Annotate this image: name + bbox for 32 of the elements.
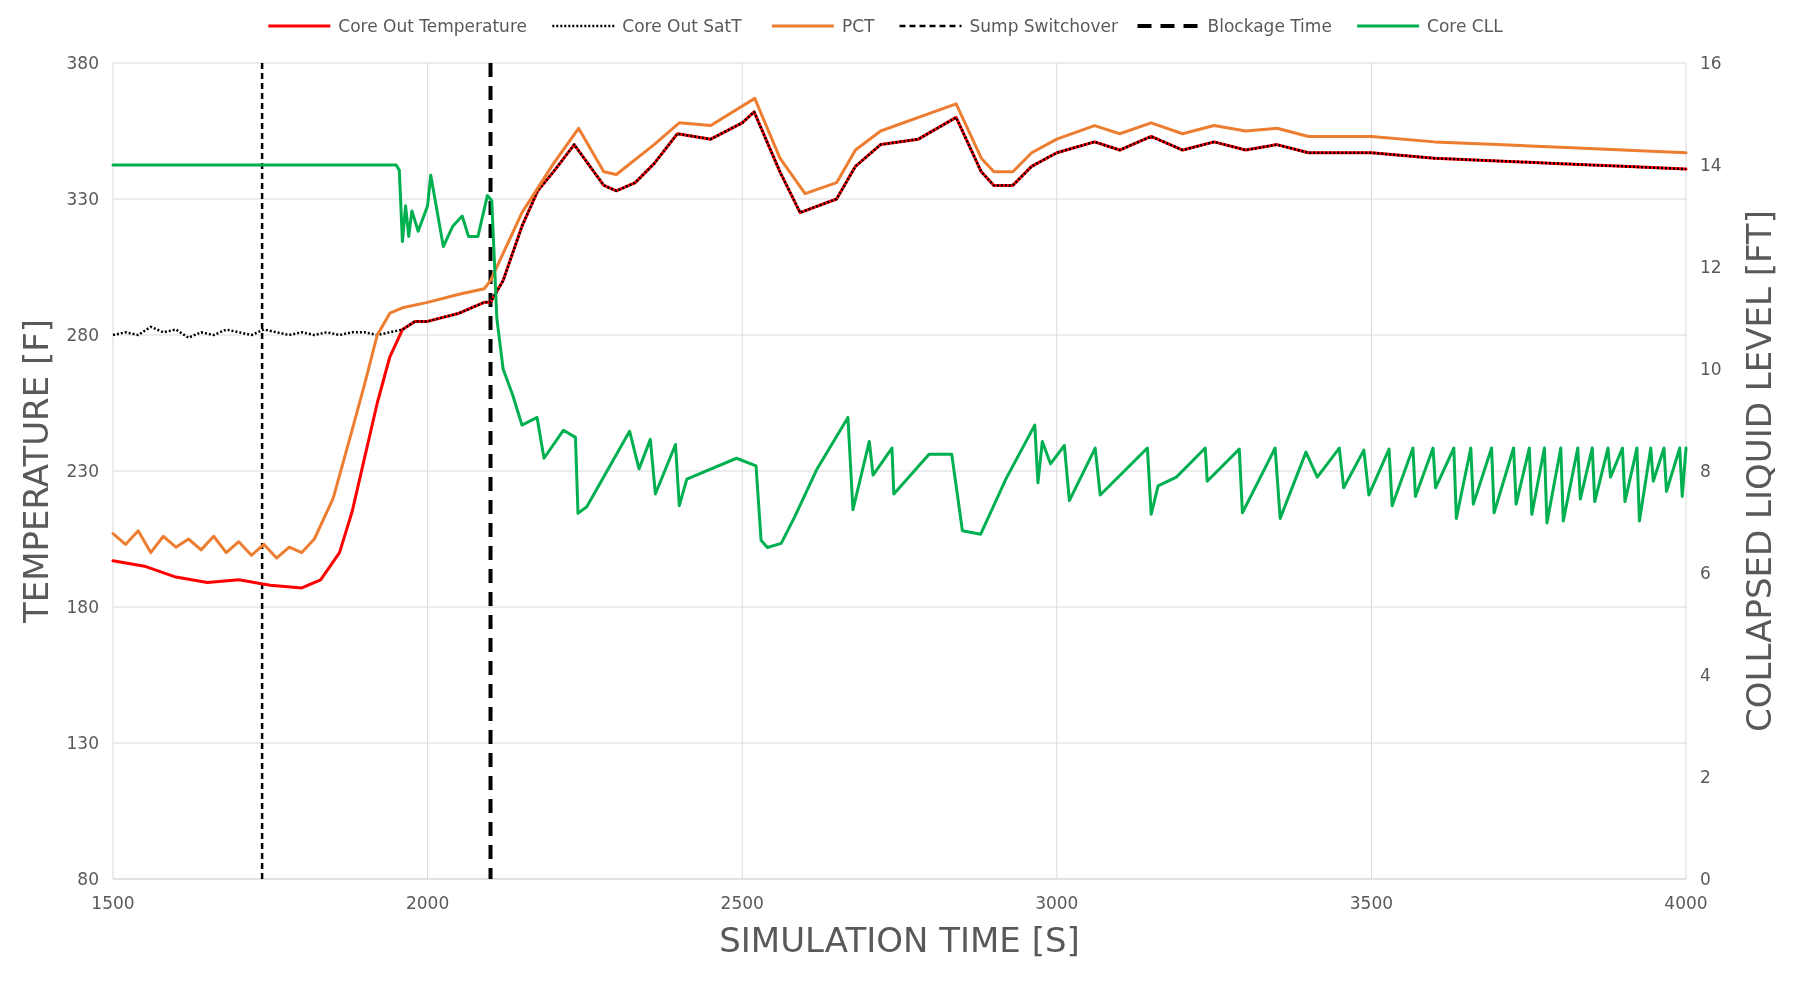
y-tick-label: 80 <box>77 869 99 889</box>
y2-tick-label: 4 <box>1700 665 1711 685</box>
x-tick-label: 4000 <box>1664 893 1708 913</box>
y2-tick-label: 12 <box>1700 257 1722 277</box>
y2-tick-label: 0 <box>1700 869 1711 889</box>
y-tick-label: 130 <box>66 733 99 753</box>
y-tick-label: 230 <box>66 461 99 481</box>
legend-label: Blockage Time <box>1207 16 1332 36</box>
x-tick-label: 3000 <box>1035 893 1079 913</box>
y2-tick-label: 8 <box>1700 461 1711 481</box>
x-tick-label: 2500 <box>720 893 764 913</box>
x-tick-label: 1500 <box>91 893 135 913</box>
legend-label: Core CLL <box>1427 16 1504 36</box>
y2-tick-label: 6 <box>1700 563 1711 583</box>
y-tick-label: 180 <box>66 597 99 617</box>
y-tick-label: 330 <box>66 189 99 209</box>
y2-tick-label: 16 <box>1700 53 1722 73</box>
legend-label: PCT <box>841 16 876 36</box>
y-tick-label: 380 <box>66 53 99 73</box>
legend-label: Core Out Temperature <box>338 16 527 36</box>
y-tick-label: 280 <box>66 325 99 345</box>
x-tick-label: 3500 <box>1349 893 1394 913</box>
line-series <box>111 163 1688 549</box>
y-axis-title: TEMPERATURE [F] <box>16 318 56 625</box>
y2-tick-label: 2 <box>1700 767 1711 787</box>
y2-tick-label: 10 <box>1700 359 1722 379</box>
y2-tick-label: 14 <box>1700 155 1722 175</box>
legend-label: Core Out SatT <box>622 16 743 36</box>
x-axis-title: SIMULATION TIME [S] <box>719 920 1080 960</box>
legend-label: Sump Switchover <box>969 16 1118 36</box>
y2-axis-title: COLLAPSED LIQUID LEVEL [FT] <box>1739 210 1779 732</box>
x-tick-label: 2000 <box>405 893 450 913</box>
